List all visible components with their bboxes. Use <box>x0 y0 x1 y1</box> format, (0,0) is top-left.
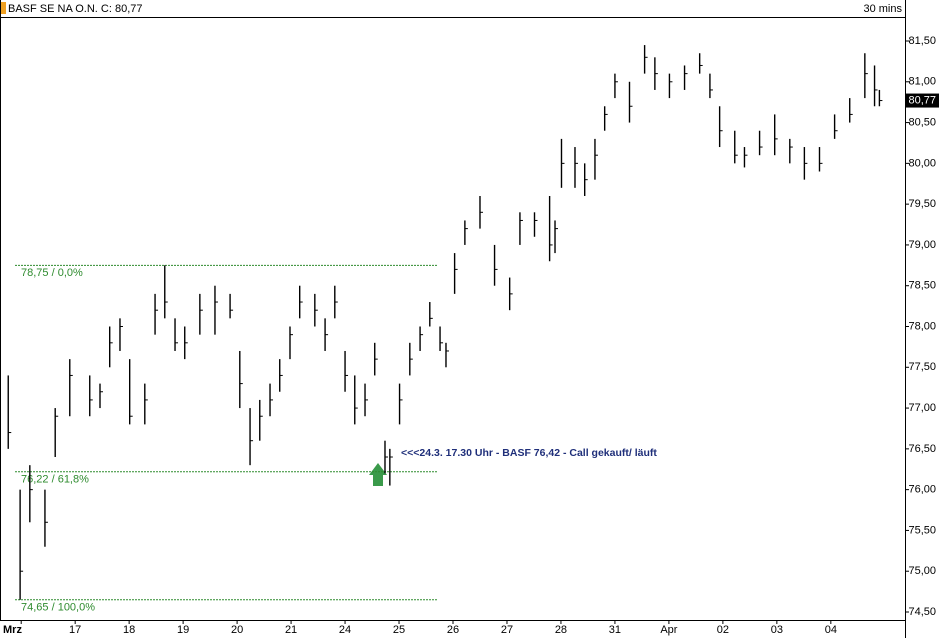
last-price-label: 80,77 <box>908 94 936 106</box>
x-tick-label: 20 <box>231 624 243 636</box>
y-tick-label: 76,00 <box>908 484 936 496</box>
x-tick-label: 28 <box>555 624 567 636</box>
x-tick-label: 04 <box>825 624 837 636</box>
x-tick-label: 03 <box>771 624 783 636</box>
x-tick-label: Mrz <box>3 624 22 636</box>
y-tick-label: 77,50 <box>908 361 936 373</box>
x-tick-label: 27 <box>501 624 513 636</box>
x-tick-label: Apr <box>660 624 677 636</box>
title-icon <box>1 2 6 14</box>
y-tick-label: 78,50 <box>908 280 936 292</box>
y-tick-label: 76,50 <box>908 443 936 455</box>
fib-label: 78,75 / 0,0% <box>21 267 83 279</box>
y-tick-label: 80,00 <box>908 157 936 169</box>
x-tick-label: 17 <box>69 624 81 636</box>
x-tick-label: 31 <box>609 624 621 636</box>
x-tick-label: 18 <box>123 624 135 636</box>
y-tick-label: 75,00 <box>908 565 936 577</box>
y-tick-label: 74,50 <box>908 606 936 618</box>
y-tick-label: 75,50 <box>908 524 936 536</box>
buy-arrow <box>369 463 387 486</box>
y-tick-label: 78,00 <box>908 320 936 332</box>
fib-label: 74,65 / 100,0% <box>21 602 95 614</box>
annotation: <<<24.3. 17.30 Uhr - BASF 76,42 - Call g… <box>401 447 657 459</box>
x-tick-label: 26 <box>447 624 459 636</box>
x-tick-label: 24 <box>339 624 351 636</box>
y-tick-label: 81,50 <box>908 35 936 47</box>
x-tick-label: 02 <box>717 624 729 636</box>
fib-label: 76,22 / 61,8% <box>21 474 89 486</box>
y-tick-label: 79,00 <box>908 239 936 251</box>
y-tick-label: 81,00 <box>908 76 936 88</box>
y-tick-label: 77,00 <box>908 402 936 414</box>
y-tick-label: 79,50 <box>908 198 936 210</box>
x-tick-label: 21 <box>285 624 297 636</box>
interval-label: 30 mins <box>863 3 902 15</box>
x-tick-label: 19 <box>177 624 189 636</box>
last-price-box <box>906 93 939 108</box>
x-tick-label: 25 <box>393 624 405 636</box>
chart-title: BASF SE NA O.N. C: 80,77 <box>8 3 143 15</box>
y-tick-label: 80,50 <box>908 116 936 128</box>
